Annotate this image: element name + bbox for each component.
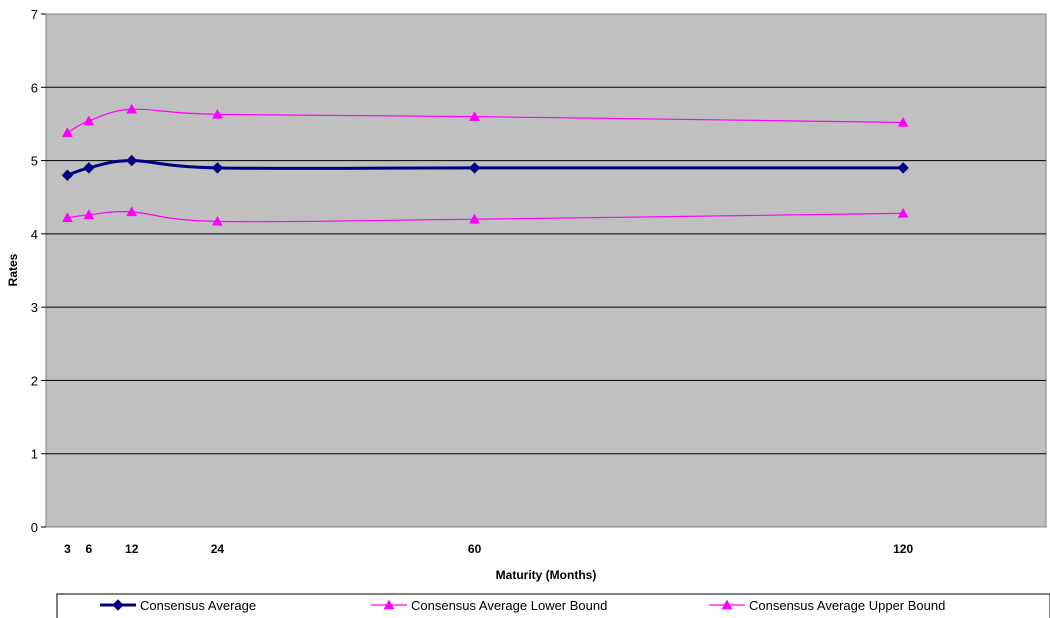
data-point-1 [83, 209, 95, 220]
y-tick-label: 7 [31, 7, 38, 22]
y-tick-label: 2 [31, 373, 38, 388]
y-tick-label: 6 [31, 80, 38, 95]
x-tick-label: 120 [893, 542, 913, 556]
data-point-2 [62, 127, 73, 137]
y-tick-label: 3 [31, 300, 38, 315]
data-markers [61, 103, 909, 226]
x-tick-label: 60 [468, 542, 482, 556]
y-axis-title: Rates [6, 253, 20, 286]
x-axis-ticks: 3 6 12 24 60 120 [64, 542, 913, 556]
y-tick-label: 1 [31, 447, 38, 462]
y-tick-label: 4 [31, 227, 38, 242]
x-axis-title: Maturity (Months) [496, 568, 597, 582]
data-point-1 [126, 206, 138, 217]
data-point-0 [211, 162, 224, 174]
data-point-1 [469, 213, 480, 224]
data-point-2 [83, 115, 95, 126]
x-tick-label: 6 [86, 542, 93, 556]
data-point-2 [469, 111, 480, 121]
data-point-1 [212, 215, 223, 226]
data-point-0 [897, 162, 909, 174]
legend-label: Consensus Average Lower Bound [411, 598, 607, 613]
legend-label: Consensus Average [140, 598, 256, 613]
gridlines [46, 86, 1046, 455]
series-line-0 [65, 159, 905, 177]
legend-swatch-marker [112, 599, 124, 611]
legend: Consensus Average Consensus Average Lower… [100, 598, 945, 613]
data-point-2 [897, 116, 909, 127]
plot-area [45, 13, 1047, 528]
legend-swatch-marker [721, 599, 733, 610]
x-tick-label: 12 [125, 542, 139, 556]
data-point-0 [83, 162, 95, 174]
legend-swatch-marker [383, 599, 395, 610]
x-tick-label: 24 [211, 542, 225, 556]
data-point-0 [126, 154, 138, 167]
data-point-2 [212, 108, 223, 119]
y-tick-label: 5 [31, 154, 38, 169]
data-point-0 [61, 169, 74, 181]
series-line-2 [66, 108, 904, 134]
data-point-0 [468, 162, 481, 174]
x-tick-label: 3 [64, 542, 71, 556]
y-axis-ticks: 0 1 2 3 4 5 6 7 [31, 7, 46, 535]
series-lines [65, 108, 905, 223]
data-point-1 [62, 212, 73, 222]
data-point-1 [897, 207, 909, 218]
series-line-1 [66, 211, 904, 223]
legend-box [56, 593, 1050, 618]
data-point-2 [126, 103, 138, 114]
y-tick-label: 0 [31, 520, 38, 535]
legend-label: Consensus Average Upper Bound [749, 598, 945, 613]
